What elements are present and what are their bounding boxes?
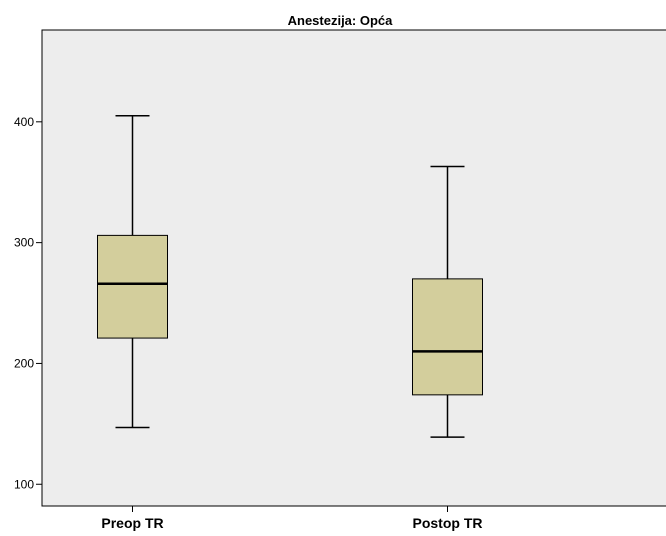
chart-title: Anestezija: Opća [288,13,394,28]
x-axis: Preop TR Postop TR [101,506,483,531]
box-0 [97,115,168,429]
iqr-box [97,234,168,339]
boxes [97,115,483,438]
y-tick-label: 400 [14,115,34,129]
x-category-label: Postop TR [413,515,483,531]
iqr-box [412,278,483,396]
box-1 [412,165,483,438]
y-tick-label: 200 [14,356,34,370]
x-category-label: Preop TR [101,515,163,531]
y-tick-label: 100 [14,477,34,491]
y-axis: 100 200 300 400 [14,115,42,491]
y-tick-label: 300 [14,236,34,250]
